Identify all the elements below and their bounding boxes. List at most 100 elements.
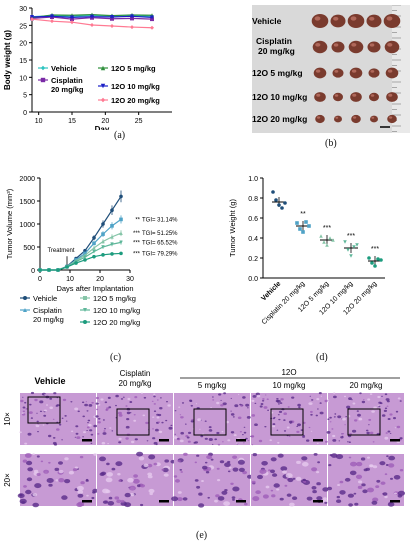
cell	[194, 461, 197, 464]
data-point	[83, 251, 87, 256]
cell	[74, 407, 79, 411]
cell	[191, 418, 194, 421]
scale-bar	[313, 439, 323, 442]
cell	[329, 416, 332, 419]
zoom-box	[116, 408, 150, 436]
cell	[36, 412, 38, 414]
cell	[196, 485, 201, 489]
cell	[64, 415, 67, 417]
cell	[210, 458, 214, 461]
cell	[379, 461, 386, 466]
y-tick-label: 0.8	[248, 196, 258, 203]
cell	[168, 426, 173, 430]
cell	[255, 490, 261, 495]
data-point	[30, 15, 34, 20]
cell	[227, 460, 231, 464]
cell	[103, 430, 106, 432]
cell	[159, 407, 163, 410]
cell	[264, 426, 267, 428]
y-tick-label: 2000	[19, 176, 35, 183]
caption-e: (e)	[196, 530, 208, 541]
ruler	[392, 5, 410, 133]
cell	[344, 395, 346, 398]
histology-background	[97, 393, 173, 445]
legend-marker	[40, 65, 46, 71]
cell	[76, 485, 84, 491]
y-tick-label: 0.2	[248, 256, 258, 263]
legend-marker	[23, 296, 27, 300]
cell	[133, 419, 137, 422]
tumor	[349, 67, 363, 79]
cell	[359, 392, 362, 395]
cell	[266, 398, 269, 400]
y-tick-label: 25	[19, 23, 27, 30]
y-tick-label: 500	[23, 245, 35, 252]
cell	[390, 477, 393, 480]
data-point	[274, 198, 278, 202]
cell	[111, 467, 116, 471]
series-line	[40, 252, 122, 271]
cell	[387, 502, 395, 507]
cell	[287, 406, 290, 408]
data-point	[349, 254, 353, 258]
data-point	[295, 221, 299, 225]
cell	[240, 405, 243, 407]
legend-marker	[83, 296, 87, 300]
cell	[353, 492, 357, 495]
cell	[252, 395, 257, 398]
cell	[394, 427, 397, 429]
tumor-highlight	[316, 116, 321, 119]
x-tick-label: 20	[101, 118, 109, 125]
cell	[216, 431, 220, 435]
cell	[333, 395, 337, 399]
y-tick-label: 1.0	[248, 176, 258, 183]
cell	[212, 443, 214, 445]
legend-label: 12O 10 mg/kg	[111, 82, 160, 91]
cell	[289, 422, 292, 424]
cell	[19, 431, 22, 434]
cell	[373, 406, 377, 409]
cell	[106, 472, 113, 477]
cell	[115, 404, 117, 407]
tumor-highlight	[315, 42, 321, 47]
data-point	[150, 15, 154, 20]
cell	[310, 430, 313, 432]
cell	[320, 395, 323, 397]
cell	[273, 416, 276, 419]
cell	[259, 405, 263, 408]
cell	[193, 442, 196, 444]
cell	[201, 480, 204, 482]
cell	[22, 396, 24, 398]
cell	[25, 408, 29, 410]
cell	[380, 481, 386, 485]
legend-label: 12O 5 mg/kg	[111, 64, 156, 73]
legend-marker	[100, 65, 106, 71]
cell	[158, 430, 163, 434]
cell	[20, 399, 24, 403]
cell	[318, 392, 322, 395]
cell	[127, 397, 131, 401]
cell	[394, 492, 397, 495]
cell	[270, 489, 274, 492]
histology-image	[250, 392, 328, 446]
data-point	[90, 14, 94, 19]
data-point	[110, 224, 114, 228]
cell	[179, 439, 184, 443]
cell	[393, 475, 401, 480]
cell	[174, 410, 177, 412]
cell	[349, 470, 357, 476]
cell	[124, 502, 132, 508]
cell	[276, 398, 279, 400]
cell	[80, 481, 85, 485]
tumor-highlight	[334, 94, 339, 97]
cell	[396, 425, 401, 429]
legend-label: 12O 5 mg/kg	[93, 294, 136, 303]
cell	[83, 431, 86, 434]
cell	[207, 496, 210, 499]
cell	[178, 406, 181, 408]
tgi-label: TGI= 79.29%	[142, 251, 178, 257]
data-point	[343, 240, 347, 244]
cell	[204, 420, 207, 422]
data-point	[379, 258, 383, 262]
cell	[331, 453, 338, 458]
